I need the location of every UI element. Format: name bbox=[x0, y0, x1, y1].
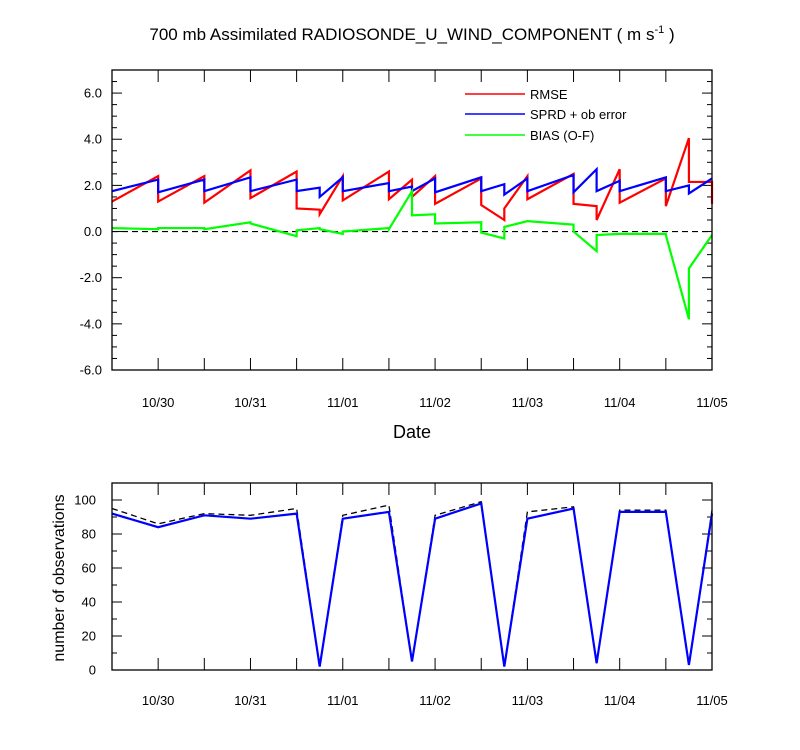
top-ytick-label: -4.0 bbox=[80, 316, 102, 331]
top-ytick-label: 0.0 bbox=[84, 224, 102, 239]
bottom-ytick-label: 20 bbox=[82, 629, 96, 644]
top-series-sprd-ob-error bbox=[111, 166, 713, 200]
bottom-plot: 0 20 40 60 80 100 10/30 10/31 11/01 11/02 11/03 11/… bbox=[51, 482, 728, 709]
x-axis-title: Date bbox=[393, 422, 431, 442]
top-tick-labels: -6.0 -4.0 -2.0 0.0 2.0 4.0 6.0 10/30 10/31 11/01 1… bbox=[80, 86, 728, 410]
bottom-ytick-label: 80 bbox=[82, 527, 96, 542]
bottom-xtick-label: 11/01 bbox=[327, 693, 359, 708]
top-xtick-label: 10/31 bbox=[234, 395, 267, 410]
top-xtick-label: 11/01 bbox=[327, 395, 359, 410]
bottom-xtick-label: 11/05 bbox=[696, 693, 728, 708]
top-plot: -6.0 -4.0 -2.0 0.0 2.0 4.0 6.0 10/30 10/31 11/01 1… bbox=[80, 69, 728, 442]
legend-label-bias: BIAS (O-F) bbox=[530, 128, 594, 143]
top-ytick-label: -2.0 bbox=[80, 270, 102, 285]
bottom-plot-frame bbox=[111, 482, 713, 671]
bottom-xtick-label: 10/30 bbox=[142, 693, 175, 708]
chart-title-superscript: -1 bbox=[654, 24, 664, 36]
chart-title-end: ) bbox=[664, 25, 674, 44]
chart-title: 700 mb Assimilated RADIOSONDE_U_WIND_COM… bbox=[149, 24, 674, 44]
top-xtick-label: 11/03 bbox=[512, 395, 544, 410]
bottom-ytick-label: 0 bbox=[89, 663, 96, 678]
top-ytick-label: 6.0 bbox=[84, 86, 102, 101]
top-ytick-label: 4.0 bbox=[84, 132, 102, 147]
bottom-tick-labels: 0 20 40 60 80 100 10/30 10/31 11/01 11/02 11/03 11/… bbox=[74, 493, 727, 709]
top-xtick-label: 10/30 bbox=[142, 395, 175, 410]
top-series-group bbox=[111, 137, 714, 320]
legend: RMSE SPRD + ob error BIAS (O-F) bbox=[465, 87, 627, 143]
bottom-ytick-label: 100 bbox=[74, 493, 96, 508]
top-xtick-label: 11/05 bbox=[696, 395, 728, 410]
bottom-ytick-label: 40 bbox=[82, 595, 96, 610]
bottom-xtick-label: 11/04 bbox=[604, 693, 636, 708]
top-ytick-label: 2.0 bbox=[84, 178, 102, 193]
bottom-series-possible bbox=[111, 500, 713, 667]
bottom-series-group bbox=[111, 500, 714, 667]
bottom-xtick-label: 10/31 bbox=[234, 693, 267, 708]
legend-label-sprd: SPRD + ob error bbox=[530, 107, 627, 122]
top-xtick-label: 11/02 bbox=[419, 395, 451, 410]
y-axis-title-observations: number of observations bbox=[51, 494, 68, 661]
top-xtick-label: 11/04 bbox=[604, 395, 636, 410]
top-ytick-label: -6.0 bbox=[80, 363, 102, 378]
bottom-ytick-label: 60 bbox=[82, 561, 96, 576]
bottom-xtick-label: 11/02 bbox=[419, 693, 451, 708]
top-series-rmse bbox=[111, 137, 714, 223]
top-plot-frame bbox=[111, 69, 713, 371]
chart-title-main: 700 mb Assimilated RADIOSONDE_U_WIND_COM… bbox=[149, 25, 654, 44]
bottom-xtick-label: 11/03 bbox=[512, 693, 544, 708]
bottom-series-used bbox=[111, 501, 714, 667]
top-series-bias-o-f bbox=[111, 187, 713, 320]
legend-label-rmse: RMSE bbox=[530, 87, 568, 102]
